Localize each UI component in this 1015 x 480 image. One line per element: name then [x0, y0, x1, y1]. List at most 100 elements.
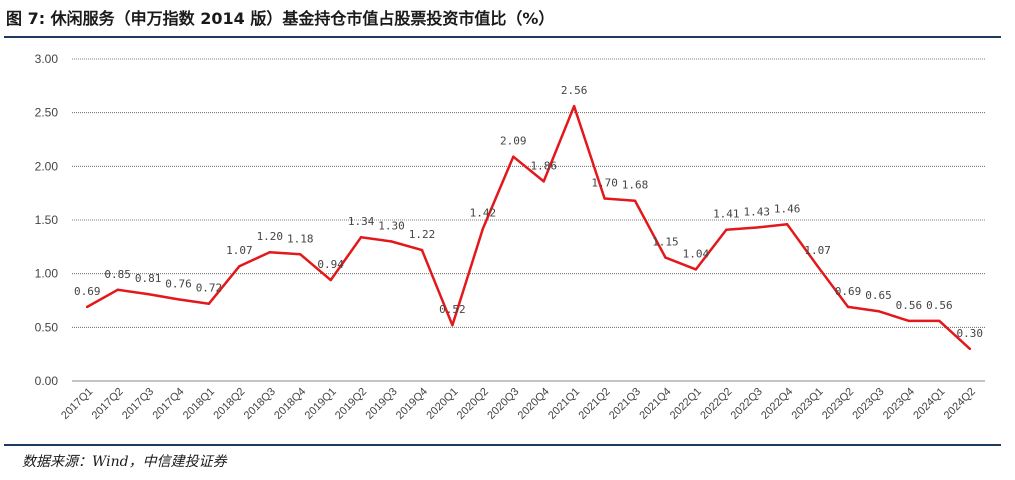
data-point — [481, 227, 485, 230]
y-tick-label: 1.50 — [35, 213, 59, 227]
data-point — [299, 253, 302, 256]
data-label: 0.30 — [957, 327, 984, 340]
x-tick-label: 2018Q3 — [242, 386, 278, 422]
grid-lines — [72, 58, 985, 382]
x-tick-label: 2017Q2 — [90, 386, 126, 422]
data-label: 1.18 — [287, 232, 314, 245]
x-tick-label: 2017Q1 — [59, 386, 95, 422]
data-label: 1.15 — [652, 236, 679, 249]
data-point — [846, 305, 850, 309]
y-tick-label: 2.00 — [35, 159, 59, 173]
x-tick-label: 2018Q1 — [181, 386, 217, 422]
x-tick-label: 2020Q3 — [485, 386, 521, 422]
x-tick-label: 2022Q4 — [759, 386, 795, 422]
data-point — [968, 347, 971, 350]
x-tick-label: 2020Q1 — [424, 386, 460, 422]
data-point — [816, 264, 819, 268]
data-point — [238, 264, 241, 268]
x-tick-label: 2024Q1 — [911, 386, 947, 422]
data-point — [572, 105, 576, 108]
data-label: 1.07 — [804, 244, 831, 257]
data-label: 0.56 — [926, 299, 953, 312]
data-label: 0.72 — [196, 282, 223, 295]
data-point — [177, 298, 180, 301]
x-tick-label: 2023Q4 — [881, 386, 917, 422]
x-tick-label: 2017Q3 — [120, 386, 156, 422]
data-labels: 0.690.85 0.81 0.76 0.721.071.20 1.180.941.34… — [74, 84, 983, 340]
data-label: 1.43 — [744, 206, 771, 219]
data-label: 1.30 — [378, 219, 405, 232]
data-label: 0.85 — [104, 268, 131, 281]
x-tick-label: 2018Q4 — [272, 386, 308, 422]
y-axis-ticks: 0.00 0.50 1.00 1.50 2.00 2.50 3.00 — [35, 52, 59, 388]
data-label: 1.04 — [683, 247, 710, 260]
x-tick-label: 2021Q3 — [607, 386, 643, 422]
data-label: 1.41 — [713, 208, 740, 221]
data-label: 1.07 — [226, 244, 253, 257]
x-tick-label: 2020Q2 — [455, 386, 491, 422]
x-tick-label: 2017Q4 — [150, 386, 186, 422]
data-label: 0.52 — [439, 303, 466, 316]
data-point — [359, 235, 363, 239]
x-tick-label: 2021Q1 — [546, 386, 582, 422]
data-point — [907, 319, 911, 323]
data-point — [694, 268, 698, 271]
y-tick-label: 0.00 — [35, 374, 59, 388]
series-line-path — [85, 104, 972, 351]
data-point — [329, 278, 332, 282]
y-tick-label: 1.00 — [35, 267, 59, 281]
x-tick-label: 2019Q4 — [394, 386, 430, 422]
data-label: 0.65 — [865, 289, 892, 302]
data-label: 1.70 — [591, 177, 618, 190]
chart-title: 图 7: 休闲服务（申万指数 2014 版）基金持仓市值占股票投资市值比（%） — [6, 9, 555, 28]
x-tick-label: 2019Q1 — [303, 386, 339, 422]
data-point — [938, 319, 941, 323]
data-point — [207, 302, 211, 305]
data-point — [877, 310, 880, 313]
data-label: 2.09 — [500, 135, 527, 148]
data-point — [633, 199, 637, 202]
x-tick-label: 2022Q2 — [698, 386, 734, 422]
data-point — [603, 197, 606, 200]
title-divider — [4, 36, 1001, 38]
data-point — [755, 226, 758, 229]
data-point — [664, 256, 667, 259]
data-label: 0.56 — [896, 299, 923, 312]
data-label: 0.69 — [74, 285, 101, 298]
data-point — [268, 251, 272, 254]
y-tick-label: 3.00 — [35, 52, 59, 66]
data-point — [86, 305, 89, 309]
series-line — [85, 104, 972, 351]
data-point — [542, 180, 545, 183]
x-tick-label: 2022Q3 — [729, 386, 765, 422]
x-axis-ticks: 2017Q12017Q22017Q32017Q42018Q12018Q22018… — [59, 386, 978, 422]
data-label: 1.86 — [530, 159, 557, 172]
x-tick-label: 2024Q2 — [942, 386, 978, 422]
data-point — [146, 292, 150, 296]
x-tick-label: 2022Q1 — [668, 386, 704, 422]
footer-divider — [4, 444, 1001, 446]
y-tick-label: 0.50 — [35, 320, 59, 334]
source-note: 数据来源：Wind，中信建投证券 — [22, 454, 227, 470]
x-tick-label: 2019Q3 — [363, 386, 399, 422]
x-tick-label: 2021Q2 — [577, 386, 613, 422]
data-label: 1.22 — [409, 228, 436, 241]
data-label: 1.20 — [257, 230, 284, 243]
data-label: 2.56 — [561, 84, 588, 97]
data-label: 1.46 — [774, 202, 801, 215]
data-label: 1.68 — [622, 179, 649, 192]
data-point — [512, 155, 515, 158]
x-tick-label: 2023Q2 — [820, 386, 856, 422]
data-label: 1.34 — [348, 215, 375, 228]
x-tick-label: 2023Q1 — [790, 386, 826, 422]
data-label: 0.81 — [135, 272, 162, 285]
x-tick-label: 2018Q2 — [211, 386, 247, 422]
data-label: 1.42 — [470, 207, 497, 220]
data-label: 0.69 — [835, 285, 862, 298]
x-tick-label: 2019Q2 — [333, 386, 369, 422]
data-point — [116, 288, 119, 291]
data-point — [451, 323, 454, 327]
data-point — [390, 240, 393, 243]
data-point — [725, 228, 728, 231]
